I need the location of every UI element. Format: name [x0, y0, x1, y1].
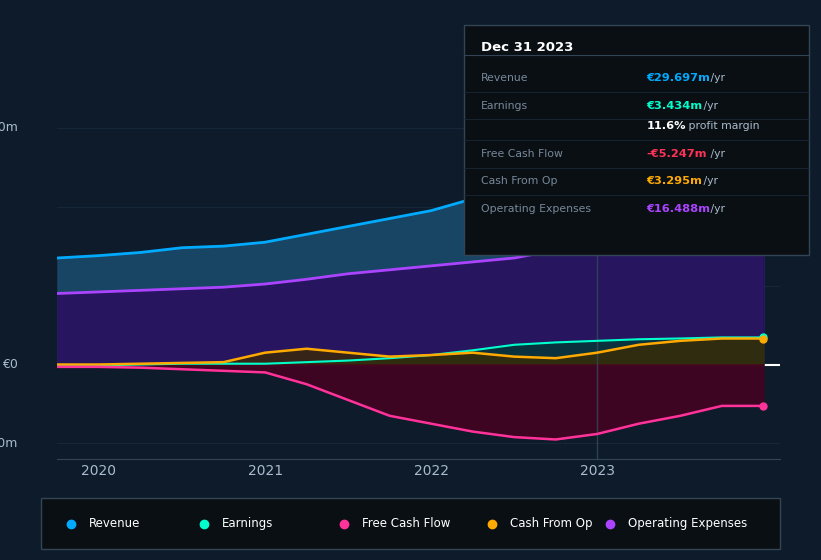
- Text: /yr: /yr: [708, 149, 725, 159]
- Text: Revenue: Revenue: [481, 73, 529, 83]
- Text: Free Cash Flow: Free Cash Flow: [481, 149, 563, 159]
- Text: Operating Expenses: Operating Expenses: [481, 204, 591, 214]
- Text: Operating Expenses: Operating Expenses: [629, 517, 748, 530]
- Text: -€10m: -€10m: [0, 437, 18, 450]
- FancyBboxPatch shape: [464, 25, 809, 255]
- Text: €16.488m: €16.488m: [647, 204, 711, 214]
- Text: Earnings: Earnings: [481, 101, 528, 110]
- Text: €30m: €30m: [0, 122, 18, 134]
- Text: Earnings: Earnings: [222, 517, 273, 530]
- Text: 11.6%: 11.6%: [647, 121, 686, 131]
- FancyBboxPatch shape: [41, 498, 780, 549]
- Text: profit margin: profit margin: [685, 121, 759, 131]
- Text: /yr: /yr: [708, 73, 725, 83]
- Text: €3.295m: €3.295m: [647, 176, 703, 186]
- Text: Cash From Op: Cash From Op: [481, 176, 557, 186]
- Text: €3.434m: €3.434m: [647, 101, 703, 110]
- Text: Free Cash Flow: Free Cash Flow: [363, 517, 451, 530]
- Text: -€5.247m: -€5.247m: [647, 149, 707, 159]
- Text: €0: €0: [2, 358, 18, 371]
- Text: Dec 31 2023: Dec 31 2023: [481, 41, 574, 54]
- Text: /yr: /yr: [699, 101, 718, 110]
- Text: /yr: /yr: [708, 204, 725, 214]
- Text: /yr: /yr: [699, 176, 718, 186]
- Text: €29.697m: €29.697m: [647, 73, 710, 83]
- Text: Revenue: Revenue: [89, 517, 140, 530]
- Text: Cash From Op: Cash From Op: [511, 517, 593, 530]
